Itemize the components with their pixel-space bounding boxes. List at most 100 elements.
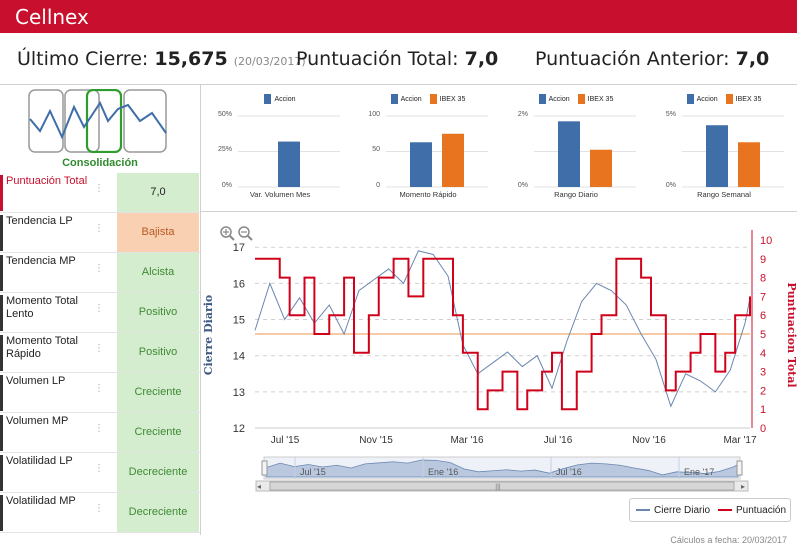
phase-line xyxy=(29,100,167,140)
x-tick-label: Mar '16 xyxy=(450,435,483,446)
drag-handle-icon[interactable]: ⋮ xyxy=(94,463,104,474)
navigator-scrollbar-thumb[interactable] xyxy=(269,481,735,491)
mini-chart-weekly-range: Accion IBEX 35 5% 0% Rango Semanal xyxy=(654,88,794,206)
indicator-row[interactable]: Momento Total Lento ⋮ Positivo xyxy=(0,293,200,333)
drag-handle-icon[interactable]: ⋮ xyxy=(94,223,104,234)
y-tick: 50% xyxy=(217,111,232,118)
y-tick-label: 16 xyxy=(233,278,245,290)
drag-handle-icon[interactable]: ⋮ xyxy=(94,183,104,194)
mini-chart-title: Rango Diario xyxy=(554,190,598,199)
indicator-name: Volatilidad LP xyxy=(0,455,90,491)
navigator-handle-right[interactable] xyxy=(736,460,743,476)
indicator-name: Tendencia MP xyxy=(0,255,90,291)
indicator-name: Momento Total Rápido xyxy=(0,335,90,371)
legend-price[interactable]: Cierre Diario xyxy=(636,505,710,516)
y-tick: 2% xyxy=(517,111,528,118)
mini-chart-plot xyxy=(534,115,636,188)
indicator-row[interactable]: Volumen MP ⋮ Creciente xyxy=(0,413,200,453)
mini-bar[interactable] xyxy=(590,149,612,187)
drag-handle-icon[interactable]: ⋮ xyxy=(94,303,104,314)
y-tick: 5% xyxy=(665,111,676,118)
navigator-handle-left[interactable] xyxy=(261,460,268,476)
indicator-list: Puntuación Total ⋮ 7,0 Tendencia LP ⋮ Ba… xyxy=(0,173,200,533)
zoom-in-icon[interactable] xyxy=(220,226,235,241)
drag-handle-icon[interactable]: ⋮ xyxy=(94,383,104,394)
indicator-value: Creciente xyxy=(117,373,199,412)
last-close-label: Último Cierre: xyxy=(17,48,149,70)
mini-chart-title: Momento Rápido xyxy=(399,190,457,199)
scrollbar-grip-icon: ||| xyxy=(495,484,501,491)
indicator-row[interactable]: Tendencia LP ⋮ Bajista xyxy=(0,213,200,253)
scroll-right-icon[interactable]: ▸ xyxy=(741,482,745,491)
right-axis-title: Puntuacion Total xyxy=(785,282,797,387)
mini-legend: Accion IBEX 35 xyxy=(654,94,794,104)
total-score-label: Puntuación Total: xyxy=(296,48,459,70)
y-tick-label: 13 xyxy=(233,387,245,399)
divider xyxy=(200,211,797,212)
calculation-date: Cálculos a fecha: 20/03/2017 xyxy=(670,535,787,545)
x-tick-label: Nov '15 xyxy=(359,435,393,446)
y-tick: 0 xyxy=(376,182,380,189)
x-tick-label: Jul '15 xyxy=(271,435,300,446)
legend-entry: Accion xyxy=(548,95,570,103)
price-series xyxy=(254,250,751,408)
mini-bar[interactable] xyxy=(410,142,432,187)
y-tick: 50 xyxy=(372,146,380,153)
y2-tick-label: 2 xyxy=(760,385,766,397)
previous-score-value: 7,0 xyxy=(735,48,770,70)
previous-score-label: Puntuación Anterior: xyxy=(535,48,730,70)
phase-label: Consolidación xyxy=(62,157,138,169)
y2-tick-label: 5 xyxy=(760,329,766,341)
legend-entry: IBEX 35 xyxy=(439,95,466,103)
legend-entry: Accion xyxy=(274,95,296,103)
indicator-value: 7,0 xyxy=(117,173,199,212)
x-axis: Jul '15 Nov '15 Mar '16 Jul '16 Nov '16 Mar '… xyxy=(271,435,757,446)
indicator-row[interactable]: Volatilidad LP ⋮ Decreciente xyxy=(0,453,200,493)
mini-chart-title: Rango Semanal xyxy=(697,190,751,199)
legend-score[interactable]: Puntuación xyxy=(718,505,786,516)
y-tick-label: 14 xyxy=(233,351,245,363)
y-tick: 0% xyxy=(517,182,528,189)
mini-bar[interactable] xyxy=(278,141,300,187)
zoom-out-icon[interactable] xyxy=(238,226,253,241)
indicator-row[interactable]: Momento Total Rápido ⋮ Positivo xyxy=(0,333,200,373)
right-axis: 0 1 2 3 4 5 6 7 8 9 10 xyxy=(760,235,772,435)
y2-tick-label: 8 xyxy=(760,273,766,285)
indicator-panel: Consolidación Puntuación Total ⋮ 7,0 Ten… xyxy=(0,85,200,535)
y2-tick-label: 1 xyxy=(760,404,766,416)
mini-bar[interactable] xyxy=(738,142,760,187)
indicator-row[interactable]: Volumen LP ⋮ Creciente xyxy=(0,373,200,413)
range-navigator[interactable]: Jul '15 Ene '16 Jul '16 Ene '17 ◂ ▸ ||| xyxy=(200,455,797,495)
indicator-row[interactable]: Volatilidad MP ⋮ Decreciente xyxy=(0,493,200,533)
brand-title: Cellnex xyxy=(15,5,89,29)
indicator-name: Volumen LP xyxy=(0,375,90,411)
phase-thumbnails xyxy=(28,88,168,159)
mini-chart-volume: Accion 50% 25% 0% Var. Volumen Mes xyxy=(210,88,350,206)
drag-handle-icon[interactable]: ⋮ xyxy=(94,503,104,514)
mini-bar[interactable] xyxy=(558,121,580,187)
legend-entry: Accion xyxy=(696,95,718,103)
score-summary: Último Cierre: 15,675 (20/03/2017) Puntu… xyxy=(0,42,797,78)
y-tick-label: 17 xyxy=(233,242,245,254)
indicator-value: Alcista xyxy=(117,253,199,292)
indicator-name: Volatilidad MP xyxy=(0,495,90,531)
y2-tick-label: 6 xyxy=(760,310,766,322)
indicator-value: Positivo xyxy=(117,333,199,372)
divider xyxy=(0,84,797,85)
mini-bar[interactable] xyxy=(706,125,728,187)
y2-tick-label: 3 xyxy=(760,367,766,379)
drag-handle-icon[interactable]: ⋮ xyxy=(94,263,104,274)
scroll-left-icon[interactable]: ◂ xyxy=(257,482,261,491)
indicator-value: Decreciente xyxy=(117,453,199,492)
mini-bar[interactable] xyxy=(442,133,464,187)
last-close-date: (20/03/2017) xyxy=(233,55,306,68)
drag-handle-icon[interactable]: ⋮ xyxy=(94,343,104,354)
drag-handle-icon[interactable]: ⋮ xyxy=(94,423,104,434)
mini-legend: Accion IBEX 35 xyxy=(506,94,646,104)
indicator-row[interactable]: Puntuación Total ⋮ 7,0 xyxy=(0,173,200,213)
legend-score-label: Puntuación xyxy=(736,505,787,516)
mini-charts: Accion 50% 25% 0% Var. Volumen Mes Accio… xyxy=(210,88,790,206)
indicator-row[interactable]: Tendencia MP ⋮ Alcista xyxy=(0,253,200,293)
y-tick: 25% xyxy=(217,146,232,153)
